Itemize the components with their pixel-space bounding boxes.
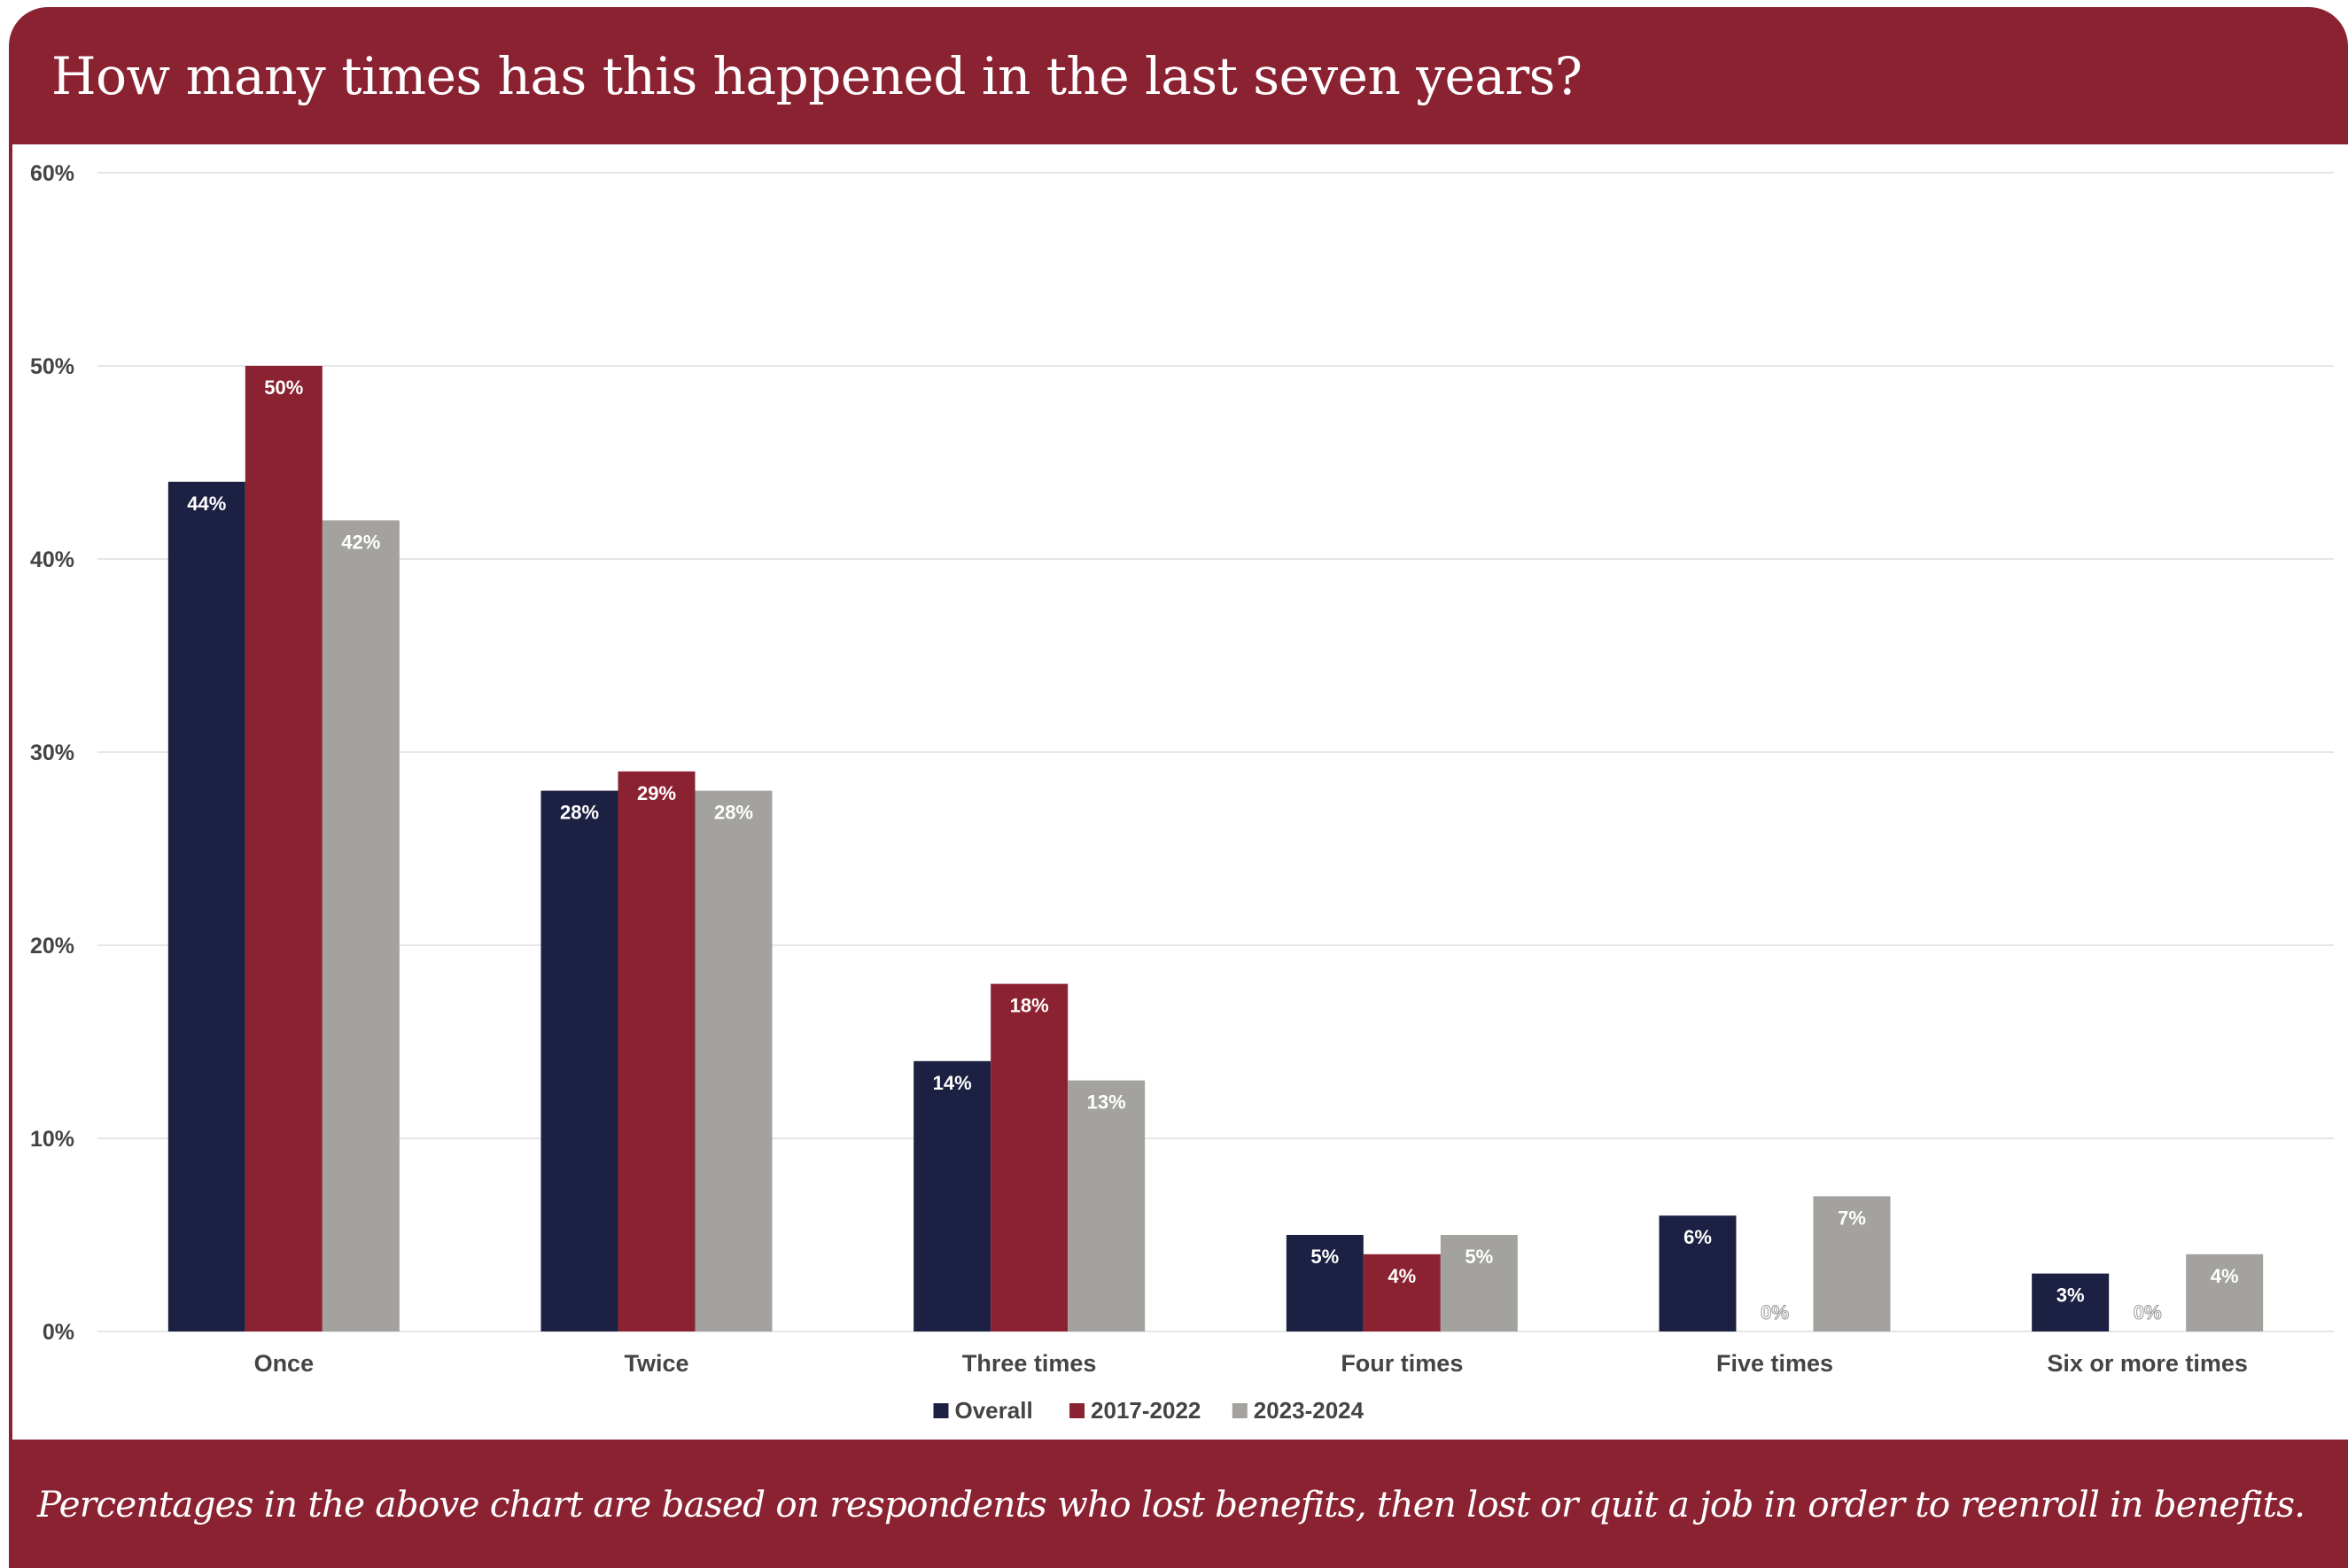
bar xyxy=(245,366,323,1331)
x-tick-label: Six or more times xyxy=(2047,1350,2248,1377)
legend-label: Overall xyxy=(955,1397,1033,1424)
legend: Overall 2017-2022 2023-2024 xyxy=(933,1397,1364,1424)
data-label: 0% xyxy=(1761,1301,1789,1323)
bar xyxy=(1363,1254,1441,1331)
bar xyxy=(322,520,400,1331)
data-label: 28% xyxy=(714,802,753,824)
chart-card: How many times has this happened in the … xyxy=(9,7,2348,1568)
data-label: 18% xyxy=(1010,995,1049,1017)
data-label: 0% xyxy=(2134,1301,2162,1323)
y-tick-label: 60% xyxy=(30,161,74,186)
bar xyxy=(1659,1215,1737,1331)
bar-chart: 0% 10% 20% 30% 40% 50% 60% 44% 50% 42% Once 28% 29% 2… xyxy=(30,161,2334,1424)
legend-swatch xyxy=(1232,1403,1248,1418)
data-label: 42% xyxy=(341,531,380,553)
data-label: 4% xyxy=(1388,1265,1416,1287)
data-label: 50% xyxy=(264,376,303,399)
y-tick-label: 20% xyxy=(30,934,74,959)
bar xyxy=(1440,1235,1518,1331)
bar xyxy=(991,983,1069,1331)
bar xyxy=(1286,1235,1364,1331)
y-tick-label: 30% xyxy=(30,741,74,765)
x-tick-label: Four times xyxy=(1341,1350,1463,1377)
legend-swatch xyxy=(1069,1403,1085,1418)
data-label: 5% xyxy=(1465,1246,1493,1268)
data-label: 6% xyxy=(1683,1226,1712,1248)
bar xyxy=(695,790,773,1331)
bar xyxy=(1068,1080,1146,1331)
x-tick-label: Twice xyxy=(624,1350,688,1377)
x-tick-label: Five times xyxy=(1716,1350,1833,1377)
chart-footer: Percentages in the above chart are based… xyxy=(9,1440,2348,1568)
x-tick-label: Three times xyxy=(962,1350,1097,1377)
data-label: 44% xyxy=(187,493,226,515)
x-tick-label: Once xyxy=(254,1350,315,1377)
data-label: 29% xyxy=(637,782,676,804)
bar xyxy=(540,790,618,1331)
bar xyxy=(1813,1196,1891,1331)
chart-footnote: Percentages in the above chart are based… xyxy=(37,1482,2305,1525)
data-label: 3% xyxy=(2056,1285,2085,1307)
data-label: 28% xyxy=(560,802,599,824)
chart-header: How many times has this happened in the … xyxy=(9,7,2348,144)
bar xyxy=(2032,1273,2110,1331)
chart-title: How many times has this happened in the … xyxy=(51,45,1582,106)
bar xyxy=(618,771,696,1331)
data-label: 13% xyxy=(1087,1091,1126,1114)
legend-label: 2023-2024 xyxy=(1254,1397,1364,1424)
bar xyxy=(167,481,245,1331)
bar xyxy=(914,1060,991,1331)
data-label: 14% xyxy=(933,1072,972,1094)
y-tick-label: 50% xyxy=(30,354,74,379)
y-tick-label: 0% xyxy=(43,1320,74,1345)
data-label: 4% xyxy=(2211,1265,2239,1287)
bar xyxy=(2186,1254,2264,1331)
legend-swatch xyxy=(933,1403,949,1418)
legend-label: 2017-2022 xyxy=(1091,1397,1201,1424)
y-tick-label: 40% xyxy=(30,547,74,572)
data-label: 7% xyxy=(1838,1207,1866,1229)
data-label: 5% xyxy=(1310,1246,1339,1268)
plot-area: 0% 10% 20% 30% 40% 50% 60% 44% 50% 42% Once 28% 29% 2… xyxy=(12,144,2348,1440)
y-tick-label: 10% xyxy=(30,1127,74,1152)
